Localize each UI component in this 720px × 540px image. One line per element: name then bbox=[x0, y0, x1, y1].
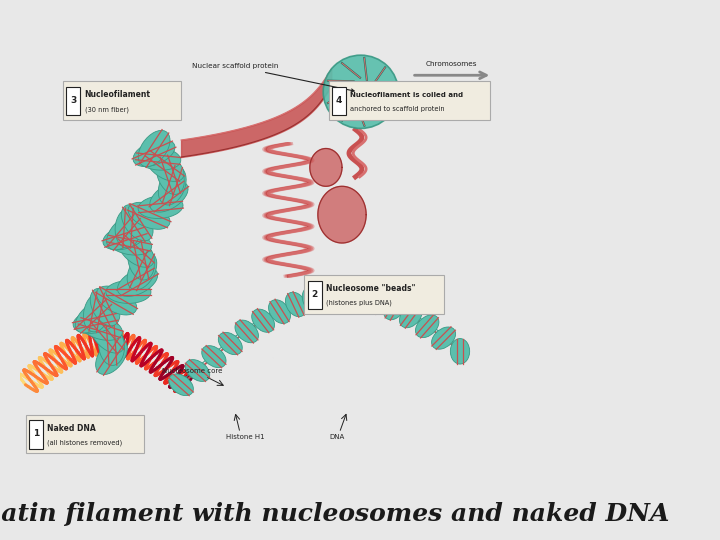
Ellipse shape bbox=[128, 202, 170, 230]
Ellipse shape bbox=[415, 315, 439, 338]
Polygon shape bbox=[310, 148, 342, 186]
Text: Nucleosome core: Nucleosome core bbox=[161, 368, 222, 374]
Ellipse shape bbox=[73, 309, 117, 333]
FancyBboxPatch shape bbox=[332, 87, 346, 116]
Ellipse shape bbox=[106, 281, 151, 303]
Ellipse shape bbox=[319, 284, 338, 309]
FancyBboxPatch shape bbox=[305, 275, 444, 314]
Ellipse shape bbox=[90, 288, 120, 326]
Ellipse shape bbox=[115, 208, 141, 248]
Ellipse shape bbox=[431, 327, 456, 349]
Ellipse shape bbox=[76, 300, 112, 333]
Ellipse shape bbox=[368, 289, 388, 314]
Ellipse shape bbox=[384, 296, 405, 320]
Ellipse shape bbox=[285, 292, 307, 316]
Ellipse shape bbox=[336, 283, 355, 308]
Text: Naked DNA: Naked DNA bbox=[47, 423, 96, 433]
Ellipse shape bbox=[138, 195, 183, 219]
Text: Nuclear scaffold protein: Nuclear scaffold protein bbox=[192, 63, 354, 92]
Ellipse shape bbox=[99, 326, 125, 366]
FancyBboxPatch shape bbox=[66, 87, 80, 116]
Ellipse shape bbox=[127, 241, 154, 280]
Text: DNA: DNA bbox=[329, 434, 344, 440]
Ellipse shape bbox=[156, 156, 184, 194]
Ellipse shape bbox=[302, 287, 323, 312]
Text: 4: 4 bbox=[336, 96, 342, 105]
Text: 3: 3 bbox=[70, 96, 76, 105]
Ellipse shape bbox=[202, 346, 226, 368]
Ellipse shape bbox=[96, 338, 127, 375]
Ellipse shape bbox=[107, 231, 152, 255]
Text: Histone H1: Histone H1 bbox=[226, 434, 265, 440]
Text: (all histones removed): (all histones removed) bbox=[47, 439, 122, 446]
Ellipse shape bbox=[133, 139, 175, 166]
FancyBboxPatch shape bbox=[29, 420, 42, 449]
Ellipse shape bbox=[351, 285, 372, 310]
Ellipse shape bbox=[117, 267, 158, 296]
Ellipse shape bbox=[252, 309, 274, 332]
Text: (30 nm fiber): (30 nm fiber) bbox=[84, 106, 129, 112]
FancyBboxPatch shape bbox=[63, 82, 181, 120]
Ellipse shape bbox=[118, 234, 154, 267]
Text: Nucleofilament is coiled and: Nucleofilament is coiled and bbox=[350, 92, 463, 98]
Ellipse shape bbox=[235, 320, 258, 343]
Ellipse shape bbox=[90, 319, 125, 353]
Ellipse shape bbox=[185, 360, 210, 381]
Text: anchored to scaffold protein: anchored to scaffold protein bbox=[350, 106, 445, 112]
Ellipse shape bbox=[138, 130, 170, 167]
Ellipse shape bbox=[79, 315, 122, 340]
Ellipse shape bbox=[168, 374, 194, 396]
Ellipse shape bbox=[107, 215, 140, 250]
Ellipse shape bbox=[96, 286, 137, 315]
Ellipse shape bbox=[122, 205, 153, 241]
Text: 1: 1 bbox=[32, 429, 39, 438]
FancyBboxPatch shape bbox=[307, 281, 322, 309]
Ellipse shape bbox=[127, 252, 157, 290]
Ellipse shape bbox=[158, 166, 186, 205]
Text: Chromatin filament with nucleosomes and naked DNA: Chromatin filament with nucleosomes and … bbox=[0, 502, 669, 526]
Ellipse shape bbox=[323, 55, 398, 129]
Text: Nucleosome "beads": Nucleosome "beads" bbox=[326, 284, 415, 293]
Ellipse shape bbox=[400, 305, 422, 328]
FancyBboxPatch shape bbox=[328, 82, 490, 120]
Ellipse shape bbox=[145, 151, 184, 181]
Ellipse shape bbox=[269, 300, 290, 323]
FancyBboxPatch shape bbox=[25, 415, 143, 453]
Ellipse shape bbox=[136, 147, 181, 170]
Ellipse shape bbox=[150, 181, 188, 212]
Polygon shape bbox=[318, 186, 366, 243]
Text: (histones plus DNA): (histones plus DNA) bbox=[326, 300, 392, 306]
Ellipse shape bbox=[450, 339, 469, 364]
Text: Chromosomes: Chromosomes bbox=[425, 61, 477, 67]
Ellipse shape bbox=[103, 225, 146, 250]
Ellipse shape bbox=[84, 293, 110, 332]
Ellipse shape bbox=[218, 333, 242, 355]
Text: Nucleofilament: Nucleofilament bbox=[84, 91, 150, 99]
Text: 2: 2 bbox=[312, 290, 318, 299]
